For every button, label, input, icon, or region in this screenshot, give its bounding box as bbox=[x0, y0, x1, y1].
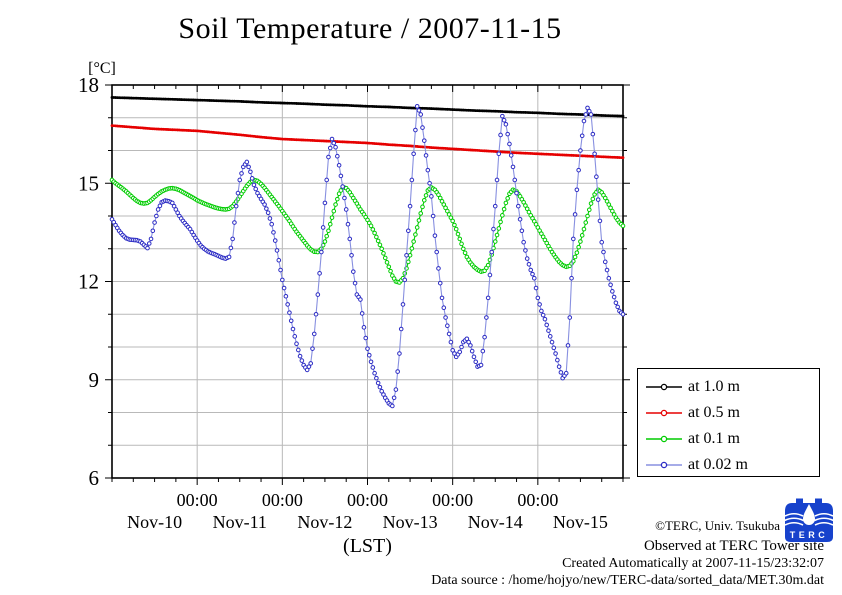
legend-label: at 0.02 m bbox=[688, 456, 748, 473]
legend-label: at 0.5 m bbox=[688, 404, 740, 421]
x-day-label: Nov-14 bbox=[468, 512, 523, 532]
x-day-label: Nov-15 bbox=[553, 512, 608, 532]
legend-marker-icon bbox=[646, 409, 682, 417]
axis-ticks bbox=[105, 84, 630, 485]
x-tick-time-label: 00:00 bbox=[347, 490, 388, 510]
x-day-label: Nov-11 bbox=[213, 512, 267, 532]
legend-label: at 0.1 m bbox=[688, 430, 740, 447]
series-at-1-0-m bbox=[110, 96, 625, 118]
svg-text:TERC: TERC bbox=[790, 530, 829, 540]
x-tick-time-label: 00:00 bbox=[432, 490, 473, 510]
data-source-text: Data source : /home/hojyo/new/TERC-data/… bbox=[431, 573, 824, 588]
water-drop-glyph bbox=[803, 504, 815, 525]
y-tick-label: 12 bbox=[78, 270, 99, 294]
series-at-0-02-m bbox=[109, 103, 626, 409]
y-tick-label: 9 bbox=[89, 368, 100, 392]
y-axis-unit-label: [°C] bbox=[88, 60, 116, 77]
created-timestamp-text: Created Automatically at 2007-11-15/23:3… bbox=[562, 556, 824, 571]
legend-entry: at 0.5 m bbox=[644, 400, 819, 426]
series-at-0-5-m bbox=[110, 124, 625, 160]
x-tick-time-label: 00:00 bbox=[177, 490, 218, 510]
legend-marker-icon bbox=[646, 435, 682, 443]
x-tick-time-label: 00:00 bbox=[517, 490, 558, 510]
x-day-label: Nov-13 bbox=[383, 512, 438, 532]
chart-title: Soil Temperature / 2007-11-15 bbox=[178, 12, 562, 45]
x-day-label: Nov-10 bbox=[127, 512, 182, 532]
observed-site-text: Observed at TERC Tower site bbox=[643, 538, 824, 554]
legend-entry: at 0.1 m bbox=[644, 426, 819, 452]
gridlines bbox=[112, 85, 623, 478]
terc-logo-icon: TERC bbox=[784, 498, 834, 542]
y-tick-label: 18 bbox=[78, 73, 99, 97]
x-day-label: Nov-12 bbox=[297, 512, 352, 532]
legend-marker-icon bbox=[646, 383, 682, 391]
y-tick-label: 6 bbox=[89, 466, 100, 490]
x-tick-time-label: 00:00 bbox=[262, 490, 303, 510]
copyright-text: ©TERC, Univ. Tsukuba bbox=[655, 518, 780, 533]
legend-entry: at 1.0 m bbox=[644, 374, 819, 400]
y-tick-label: 15 bbox=[78, 171, 99, 195]
legend-marker-icon bbox=[646, 461, 682, 469]
legend-entry: at 0.02 m bbox=[644, 452, 819, 478]
legend-box: at 1.0 m at 0.5 m at 0.1 m at 0.02 m bbox=[637, 368, 820, 477]
legend-label: at 1.0 m bbox=[688, 378, 740, 395]
x-axis-unit-label: (LST) bbox=[343, 535, 392, 557]
series-at-0-1-m bbox=[109, 177, 626, 285]
